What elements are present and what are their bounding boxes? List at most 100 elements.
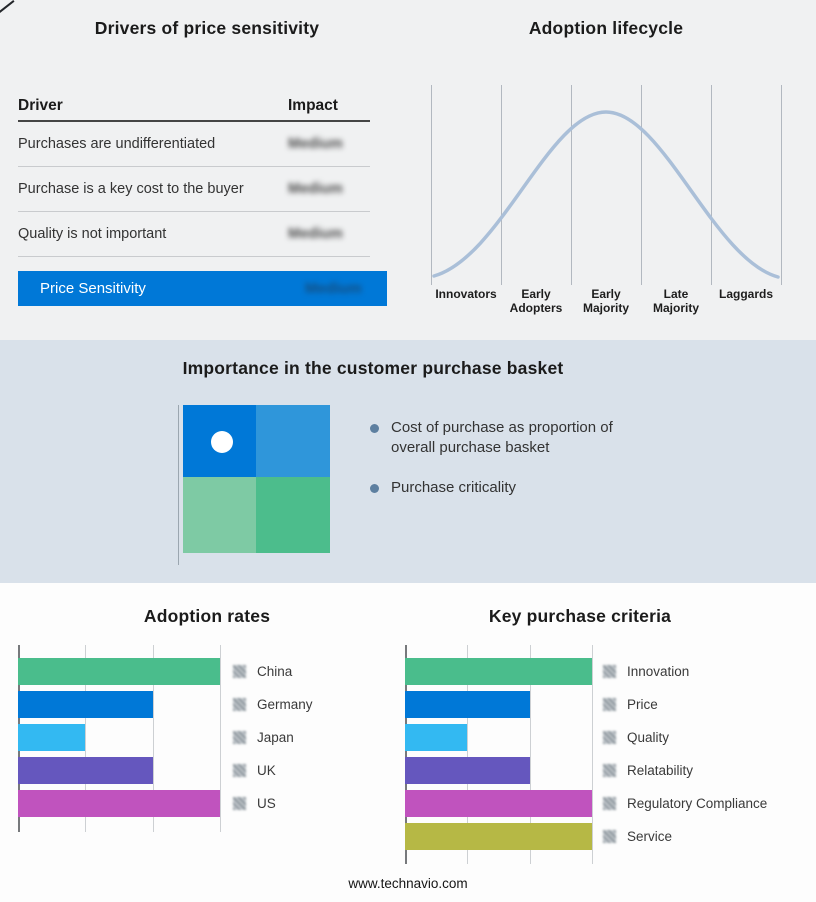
legend-label: Relatability: [627, 763, 694, 778]
driver-row: Purchases are undifferentiated Medium: [18, 122, 370, 167]
chart-gridline: [467, 645, 469, 864]
bar-price: [405, 691, 530, 718]
legend-item: China: [233, 658, 313, 685]
chart-gridline: [529, 645, 531, 864]
bullet-text: Purchase criticality: [391, 479, 517, 496]
driver-rows: Purchases are undifferentiated Medium Purc…: [18, 122, 370, 257]
impact-value-redacted: Medium: [288, 226, 343, 242]
bar-relatability: [405, 757, 530, 784]
legend-label: China: [257, 664, 293, 679]
chart-gridline: [152, 645, 154, 832]
legend-label: Germany: [257, 697, 313, 712]
bullet-icon: [370, 424, 379, 433]
legend-item: Price: [603, 691, 767, 718]
basket-bullet-list: Cost of purchase as proportion of overal…: [370, 418, 646, 519]
legend-item: US: [233, 790, 313, 817]
driver-name: Purchase is a key cost to the buyer: [18, 181, 244, 197]
driver-row: Quality is not important Medium: [18, 212, 370, 257]
legend-label: Regulatory Compliance: [627, 796, 768, 811]
bar-japan: [18, 724, 86, 751]
legend-swatch-icon: [603, 731, 616, 744]
legend-label: Service: [627, 829, 673, 844]
legend-item: Germany: [233, 691, 313, 718]
adoption-rates-bars: [18, 645, 220, 817]
purchase-basket-quadrant: [183, 405, 330, 553]
adoption-lifecycle-chart: [431, 85, 782, 285]
driver-row: Purchase is a key cost to the buyer Mediu…: [18, 167, 370, 212]
bar-germany: [18, 691, 153, 718]
lifecycle-gridline: [571, 85, 572, 285]
legend-label: Price: [627, 697, 658, 712]
chart-gridline: [220, 645, 221, 832]
driver-name: Quality is not important: [18, 226, 167, 242]
stage-label: Early Majority: [582, 287, 629, 316]
middle-band: [0, 340, 816, 583]
adoption-rates-chart: [18, 645, 221, 832]
bullet-text: Cost of purchase as proportion of overal…: [391, 419, 613, 456]
lifecycle-panel-title: Adoption lifecycle: [528, 18, 684, 38]
bar-regulatory-compliance: [405, 790, 592, 817]
legend-swatch-icon: [603, 830, 616, 843]
price-sensitivity-impact-redacted: Medium: [305, 280, 362, 297]
bullet-icon: [370, 484, 379, 493]
bar-china: [18, 658, 220, 685]
footer-url: www.technavio.com: [348, 876, 468, 891]
legend-item: Service: [603, 823, 767, 850]
drivers-table: Driver Impact Purchases are undifferenti…: [18, 92, 370, 257]
data-point-dot: [211, 431, 233, 453]
bullet-item: Purchase criticality: [370, 478, 646, 498]
quadrant-top-right: [256, 405, 330, 477]
legend-item: Relatability: [603, 757, 767, 784]
key-purchase-criteria-title: Key purchase criteria: [488, 606, 672, 626]
adoption-rates-title: Adoption rates: [143, 606, 271, 626]
quadrant-bottom-left: [183, 477, 256, 553]
bell-curve-icon: [432, 110, 780, 279]
lifecycle-gridline: [711, 85, 712, 285]
bar-service: [405, 823, 592, 850]
price-sensitivity-label: Price Sensitivity: [40, 280, 146, 297]
price-sensitivity-row: Price Sensitivity Medium: [18, 271, 387, 306]
drivers-table-header: Driver Impact: [18, 92, 370, 122]
legend-swatch-icon: [603, 764, 616, 777]
legend-swatch-icon: [233, 731, 246, 744]
bullet-item: Cost of purchase as proportion of overal…: [370, 418, 646, 457]
drivers-panel-title: Drivers of price sensitivity: [94, 18, 320, 38]
bar-uk: [18, 757, 153, 784]
lifecycle-gridline: [641, 85, 642, 285]
legend-item: Regulatory Compliance: [603, 790, 767, 817]
lifecycle-gridline: [781, 85, 782, 285]
chart-gridline: [85, 645, 87, 832]
lifecycle-gridline: [431, 85, 432, 285]
impact-value-redacted: Medium: [288, 181, 343, 197]
legend-label: Quality: [627, 730, 670, 745]
adoption-rates-legend: China Germany Japan UK US: [233, 658, 313, 817]
legend-label: UK: [257, 763, 276, 778]
quadrant-top-left: [183, 405, 256, 477]
stage-label: Early Adopters: [509, 287, 563, 316]
legend-label: US: [257, 796, 276, 811]
driver-name: Purchases are undifferentiated: [18, 136, 216, 152]
lifecycle-gridline: [501, 85, 502, 285]
stage-label: Laggards: [718, 287, 773, 301]
legend-label: Innovation: [627, 664, 690, 679]
legend-swatch-icon: [233, 698, 246, 711]
legend-swatch-icon: [233, 665, 246, 678]
legend-swatch-icon: [233, 764, 246, 777]
stage-label: Innovators: [435, 287, 497, 301]
legend-swatch-icon: [233, 797, 246, 810]
legend-item: Innovation: [603, 658, 767, 685]
lifecycle-stage-labels: Innovators Early Adopters Early Majority La…: [431, 287, 781, 316]
legend-swatch-icon: [603, 698, 616, 711]
legend-swatch-icon: [603, 797, 616, 810]
chart-gridline: [592, 645, 593, 864]
key-purchase-criteria-chart: [405, 645, 593, 864]
key-purchase-criteria-legend: Innovation Price Quality Relatability Regula…: [603, 658, 767, 850]
bar-quality: [405, 724, 468, 751]
quad-axis-line: [178, 405, 179, 565]
driver-column-header: Driver: [18, 97, 63, 114]
stage-label: Late Majority: [652, 287, 699, 316]
basket-panel-title: Importance in the customer purchase bask…: [182, 358, 564, 378]
impact-column-header: Impact: [288, 97, 338, 114]
key-purchase-criteria-bars: [405, 645, 592, 850]
